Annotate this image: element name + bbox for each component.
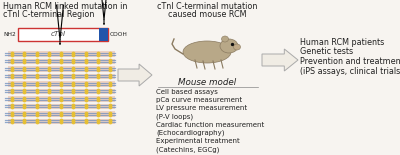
- Text: (P-V loops): (P-V loops): [156, 114, 193, 120]
- Text: Human RCM patients: Human RCM patients: [300, 38, 384, 47]
- Polygon shape: [18, 28, 108, 41]
- Ellipse shape: [222, 36, 228, 42]
- Text: Genetic tests: Genetic tests: [300, 47, 353, 57]
- Text: LV pressure measurement: LV pressure measurement: [156, 105, 247, 111]
- Polygon shape: [262, 49, 298, 71]
- Text: COOH: COOH: [110, 32, 128, 37]
- Text: Cardiac function measurement: Cardiac function measurement: [156, 122, 264, 128]
- Polygon shape: [118, 64, 152, 86]
- Text: cTnI: cTnI: [51, 31, 66, 38]
- Text: (Catechins, EGCg): (Catechins, EGCg): [156, 146, 219, 153]
- Text: pCa curve measurement: pCa curve measurement: [156, 97, 242, 103]
- Ellipse shape: [234, 44, 240, 50]
- Text: (Echocardiography): (Echocardiography): [156, 130, 224, 137]
- Text: Cell based assays: Cell based assays: [156, 89, 218, 95]
- Text: Mouse model: Mouse model: [178, 78, 236, 87]
- Text: Prevention and treatment: Prevention and treatment: [300, 57, 400, 66]
- Text: cTnI C-terminal Region: cTnI C-terminal Region: [3, 10, 94, 19]
- Text: cTnI C-terminal mutation: cTnI C-terminal mutation: [157, 2, 257, 11]
- Text: (iPS assays, clinical trials, etc.): (iPS assays, clinical trials, etc.): [300, 66, 400, 75]
- Ellipse shape: [220, 39, 238, 53]
- Text: Experimental treatment: Experimental treatment: [156, 138, 240, 144]
- Ellipse shape: [183, 41, 231, 63]
- Text: Human RCM linked mutation in: Human RCM linked mutation in: [3, 2, 127, 11]
- Polygon shape: [99, 28, 108, 41]
- Text: NH2: NH2: [3, 32, 16, 37]
- Text: caused mouse RCM: caused mouse RCM: [168, 10, 246, 19]
